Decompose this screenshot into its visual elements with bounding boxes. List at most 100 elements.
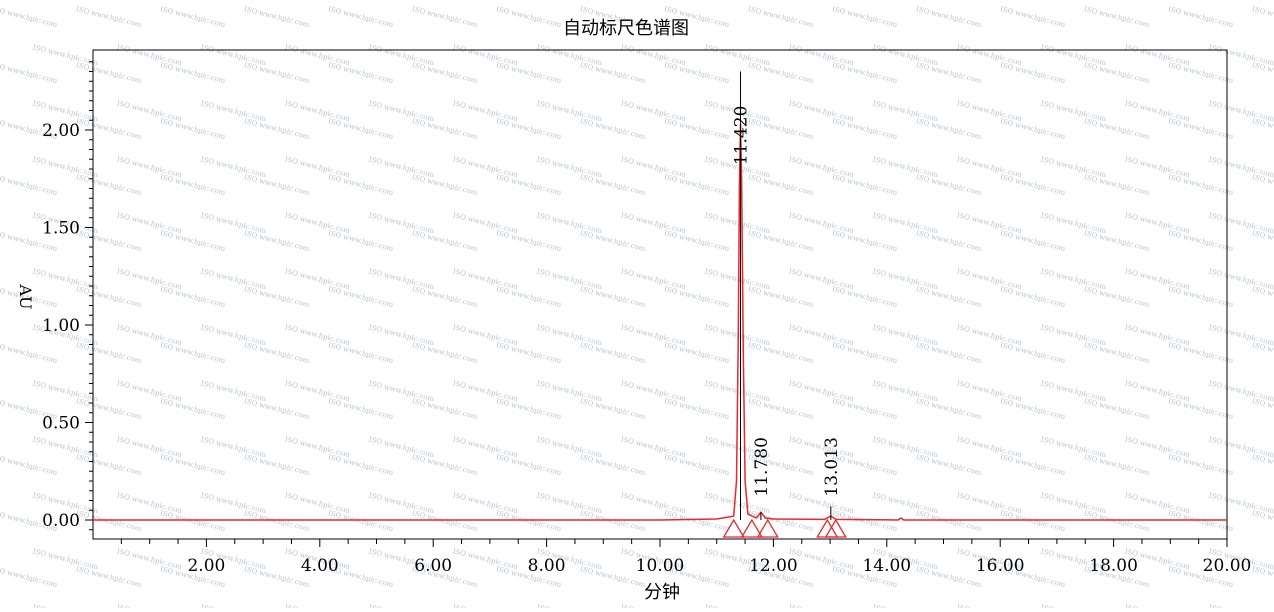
watermark-text: ISO www.hplc.com	[327, 397, 394, 421]
watermark-text: ISO www.hplc.com	[999, 173, 1066, 197]
watermark-text: ISO www.hplc.com	[243, 453, 310, 477]
watermark-text: ISO www.hplc.com	[327, 117, 394, 141]
x-tick-label: 2.00	[187, 556, 225, 576]
watermark-text: ISO www.hplc.com	[411, 173, 478, 197]
watermark-text: ISO www.hplc.com	[915, 173, 982, 197]
watermark-text: ISO www.hplc.com	[327, 509, 394, 533]
watermark-text: ISO www.hplc.com	[1167, 397, 1234, 421]
watermark-text: ISO www.hplc.com	[915, 61, 982, 85]
watermark-text: ISO www.hplc.com	[579, 61, 646, 85]
watermark-text: ISO www.hplc.com	[1251, 229, 1274, 253]
watermark-text: ISO www.hplc.com	[1083, 117, 1150, 141]
watermark-text: ISO www.hplc.com	[1167, 509, 1234, 533]
x-tick-label: 16.00	[976, 556, 1025, 576]
watermark-text: ISO www.hplc.com	[159, 397, 226, 421]
watermark-text: ISO www.hplc.com	[915, 5, 982, 29]
watermark-text: ISO www.hplc.com	[999, 229, 1066, 253]
watermark-text: ISO www.hplc.com	[831, 397, 898, 421]
watermark-text: ISO www.hplc.com	[536, 603, 603, 608]
watermark-text: ISO www.hplc.com	[327, 61, 394, 85]
watermark-text: ISO www.hplc.com	[75, 565, 142, 589]
watermark-text: ISO www.hplc.com	[1167, 285, 1234, 309]
watermark-text: ISO www.hplc.com	[243, 509, 310, 533]
watermark-text: ISO www.hplc.com	[159, 341, 226, 365]
watermark-text: ISO www.hplc.com	[1251, 565, 1274, 589]
watermark-text: ISO www.hplc.com	[159, 509, 226, 533]
watermark-text: ISO www.hplc.com	[747, 5, 814, 29]
watermark-text: ISO www.hplc.com	[579, 285, 646, 309]
watermark-text: ISO www.hplc.com	[999, 397, 1066, 421]
watermark-text: ISO www.hplc.com	[32, 603, 99, 608]
watermark-text: ISO www.hplc.com	[1208, 603, 1274, 608]
watermark-text: ISO www.hplc.com	[999, 341, 1066, 365]
watermark-text: ISO www.hplc.com	[1167, 117, 1234, 141]
watermark-text: ISO www.hplc.com	[0, 5, 58, 29]
watermark-text: ISO www.hplc.com	[999, 509, 1066, 533]
series-layer	[93, 123, 1227, 521]
watermark-text: ISO www.hplc.com	[663, 397, 730, 421]
watermark-text: ISO www.hplc.com	[411, 61, 478, 85]
watermark-text: ISO www.hplc.com	[663, 61, 730, 85]
watermark-text: ISO www.hplc.com	[411, 229, 478, 253]
watermark-text: ISO www.hplc.com	[75, 453, 142, 477]
baseline-marker-triangle	[756, 518, 779, 538]
watermark-text: ISO www.hplc.com	[915, 509, 982, 533]
watermark-text: ISO www.hplc.com	[411, 397, 478, 421]
watermark-text: ISO www.hplc.com	[75, 5, 142, 29]
watermark-text: ISO www.hplc.com	[1083, 453, 1150, 477]
watermark-text: ISO www.hplc.com	[411, 341, 478, 365]
y-tick-label: 2.00	[42, 121, 80, 141]
watermark-text: ISO www.hplc.com	[327, 229, 394, 253]
watermark-text: ISO www.hplc.com	[579, 173, 646, 197]
watermark-text: ISO www.hplc.com	[1167, 173, 1234, 197]
watermark-text: ISO www.hplc.com	[999, 117, 1066, 141]
watermark-text: ISO www.hplc.com	[1251, 397, 1274, 421]
x-tick-label: 18.00	[1089, 556, 1138, 576]
watermark-text: ISO www.hplc.com	[915, 565, 982, 589]
watermark-text: ISO www.hplc.com	[75, 285, 142, 309]
x-tick-label: 6.00	[414, 556, 452, 576]
watermark-text: ISO www.hplc.com	[75, 61, 142, 85]
watermark-text: ISO www.hplc.com	[663, 341, 730, 365]
peak-label: 11.780	[752, 437, 772, 496]
watermark-text: ISO www.hplc.com	[495, 509, 562, 533]
watermark-text: ISO www.hplc.com	[915, 453, 982, 477]
watermark-text: ISO www.hplc.com	[704, 603, 771, 608]
watermark-text: ISO www.hplc.com	[831, 5, 898, 29]
watermark-text: ISO www.hplc.com	[1167, 61, 1234, 85]
watermark-text: ISO www.hplc.com	[747, 173, 814, 197]
watermark-text: ISO www.hplc.com	[1251, 453, 1274, 477]
watermark-text: ISO www.hplc.com	[495, 341, 562, 365]
watermark-text: ISO www.hplc.com	[831, 229, 898, 253]
watermark-text: ISO www.hplc.com	[579, 453, 646, 477]
watermark-text: ISO www.hplc.com	[243, 5, 310, 29]
y-tick-label: 1.00	[42, 316, 80, 336]
watermark-text: ISO www.hplc.com	[200, 603, 267, 608]
watermark-text: ISO www.hplc.com	[243, 229, 310, 253]
watermark-text: ISO www.hplc.com	[747, 285, 814, 309]
watermark-text: ISO www.hplc.com	[915, 229, 982, 253]
watermark-text: ISO www.hplc.com	[495, 117, 562, 141]
x-tick-label: 4.00	[301, 556, 339, 576]
watermark-text: ISO www.hplc.com	[663, 453, 730, 477]
watermark-text: ISO www.hplc.com	[159, 61, 226, 85]
watermark-text: ISO www.hplc.com	[747, 341, 814, 365]
watermark-text: ISO www.hplc.com	[1083, 397, 1150, 421]
watermark-text: ISO www.hplc.com	[159, 453, 226, 477]
watermark-text: ISO www.hplc.com	[999, 61, 1066, 85]
watermark-text: ISO www.hplc.com	[159, 229, 226, 253]
x-axis-label: 分钟	[644, 582, 680, 603]
watermark-text: ISO www.hplc.com	[0, 341, 58, 365]
watermark-text: ISO www.hplc.com	[0, 565, 58, 589]
watermark-text: ISO www.hplc.com	[0, 453, 58, 477]
y-tick-label: 0.50	[42, 414, 80, 434]
watermark-text: ISO www.hplc.com	[620, 603, 687, 608]
watermark-text: ISO www.hplc.com	[915, 397, 982, 421]
watermark-text: ISO www.hplc.com	[368, 603, 435, 608]
watermark-text: ISO www.hplc.com	[831, 341, 898, 365]
baseline-marker-triangle	[824, 518, 847, 538]
watermark-text: ISO www.hplc.com	[1167, 229, 1234, 253]
watermark-text: ISO www.hplc.com	[327, 341, 394, 365]
watermark-text: ISO www.hplc.com	[495, 229, 562, 253]
